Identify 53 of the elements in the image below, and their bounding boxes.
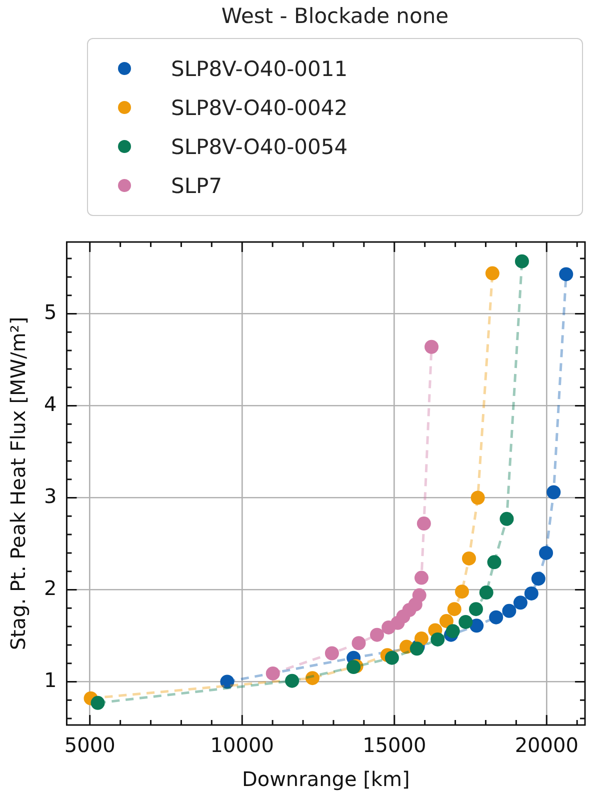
point xyxy=(514,254,529,268)
y-tick-label: 5 xyxy=(44,300,57,324)
point xyxy=(524,586,538,600)
point xyxy=(285,674,300,688)
point xyxy=(502,604,516,618)
point xyxy=(462,551,476,566)
legend-label: SLP8V-O40-0054 xyxy=(171,134,348,158)
point xyxy=(485,266,500,280)
y-axis-title: Stag. Pt. Peak Heat Flux [MW/m²] xyxy=(6,316,30,650)
point xyxy=(470,490,485,505)
point xyxy=(90,696,105,710)
point xyxy=(324,646,339,660)
point xyxy=(384,650,399,665)
point xyxy=(439,614,454,628)
y-tick-label: 3 xyxy=(44,484,57,508)
point xyxy=(546,485,561,500)
point xyxy=(446,624,460,638)
point xyxy=(479,586,494,600)
point xyxy=(220,674,234,689)
x-tick-label: 15000 xyxy=(362,733,426,758)
point xyxy=(458,614,473,629)
point xyxy=(487,555,502,570)
point xyxy=(500,512,514,526)
y-tick-label: 2 xyxy=(44,576,57,600)
point xyxy=(559,267,574,282)
point xyxy=(430,632,445,646)
point xyxy=(414,570,428,585)
point xyxy=(470,618,484,633)
legend-label: SLP8V-O40-0042 xyxy=(171,96,348,120)
point xyxy=(539,546,554,560)
point xyxy=(416,516,431,531)
point xyxy=(266,666,280,680)
x-axis-title: Downrange [km] xyxy=(242,767,410,792)
point xyxy=(352,636,366,650)
point xyxy=(489,610,504,624)
point xyxy=(447,602,462,616)
point xyxy=(346,660,361,674)
point xyxy=(531,572,546,586)
y-tick-label: 4 xyxy=(44,392,57,416)
x-tick-label: 20000 xyxy=(514,733,578,758)
legend-label: SLP8V-O40-0011 xyxy=(171,56,348,80)
point xyxy=(454,584,469,599)
point xyxy=(412,588,426,602)
y-tick-label: 1 xyxy=(44,668,57,692)
legend-label: SLP7 xyxy=(171,174,222,198)
point xyxy=(468,602,483,616)
point xyxy=(305,671,320,686)
point xyxy=(370,628,384,642)
point xyxy=(424,340,439,354)
x-tick-label: 10000 xyxy=(210,733,274,758)
chart-title: West - Blockade none xyxy=(220,4,450,28)
x-tick-label: 5000 xyxy=(64,733,116,758)
point xyxy=(513,596,528,610)
